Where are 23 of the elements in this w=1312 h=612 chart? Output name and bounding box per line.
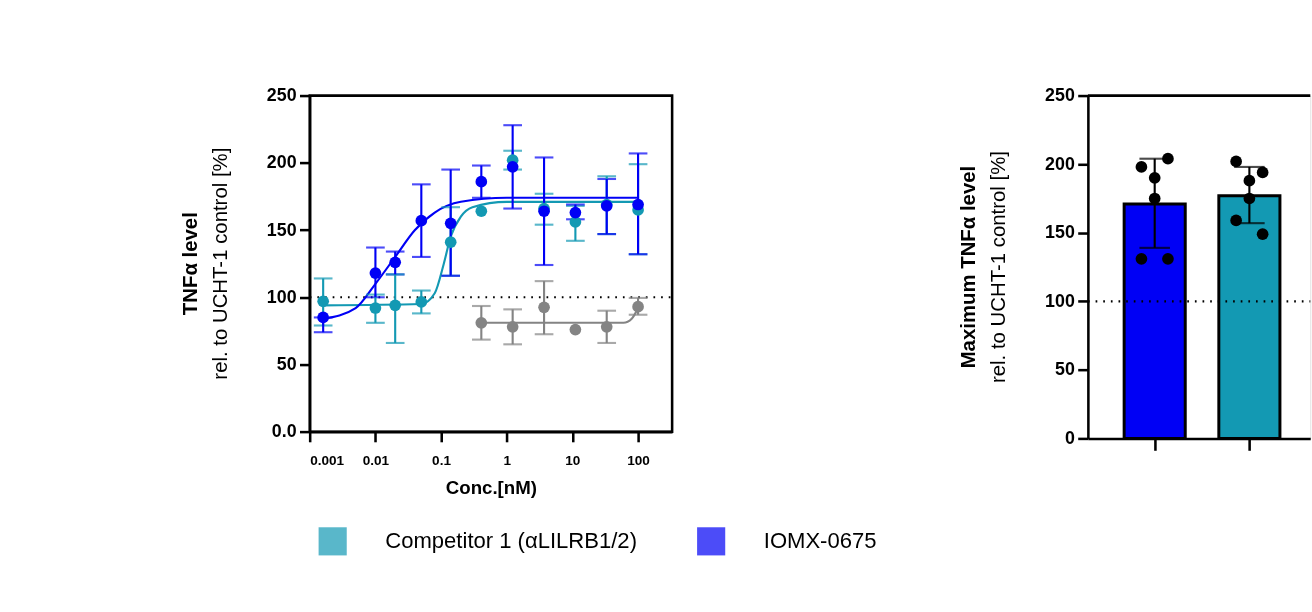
legend-label: IOMX-0675 — [763, 528, 877, 554]
y-tick-label: 50 — [276, 353, 297, 374]
y-tick-label: 0.0 — [271, 421, 297, 442]
x-tick-label: 10 — [565, 453, 581, 469]
x-tick-label: 0.1 — [432, 453, 452, 469]
y-tick-label: 200 — [266, 152, 297, 173]
y-tick-label: 100 — [1045, 290, 1075, 311]
legend-label: Competitor 1 (αLILRB1/2) — [385, 528, 637, 554]
y-tick-label: 0 — [1064, 428, 1075, 448]
y-tick-label: 100 — [266, 286, 297, 307]
y-tick-label: 250 — [1045, 85, 1075, 106]
x-axis-title: Conc.[nM) — [445, 477, 537, 499]
x-tick-label: 0.001 — [310, 453, 345, 469]
y-tick-label: 150 — [266, 219, 297, 240]
y-axis-title: TNFα level rel. to UCHT-1 control [%] — [178, 147, 232, 380]
x-tick-label: 1 — [503, 453, 512, 469]
x-tick-label: 0.01 — [362, 453, 390, 469]
y-tick-label: 150 — [1045, 222, 1075, 243]
y-tick-label: 50 — [1054, 359, 1075, 380]
y-tick-label: 250 — [266, 85, 297, 106]
x-tick-label: 100 — [627, 453, 650, 469]
y-axis-title: Maximum TNFα level rel. to UCHT-1 control [%] — [957, 151, 1009, 384]
y-tick-label: 200 — [1045, 153, 1075, 174]
